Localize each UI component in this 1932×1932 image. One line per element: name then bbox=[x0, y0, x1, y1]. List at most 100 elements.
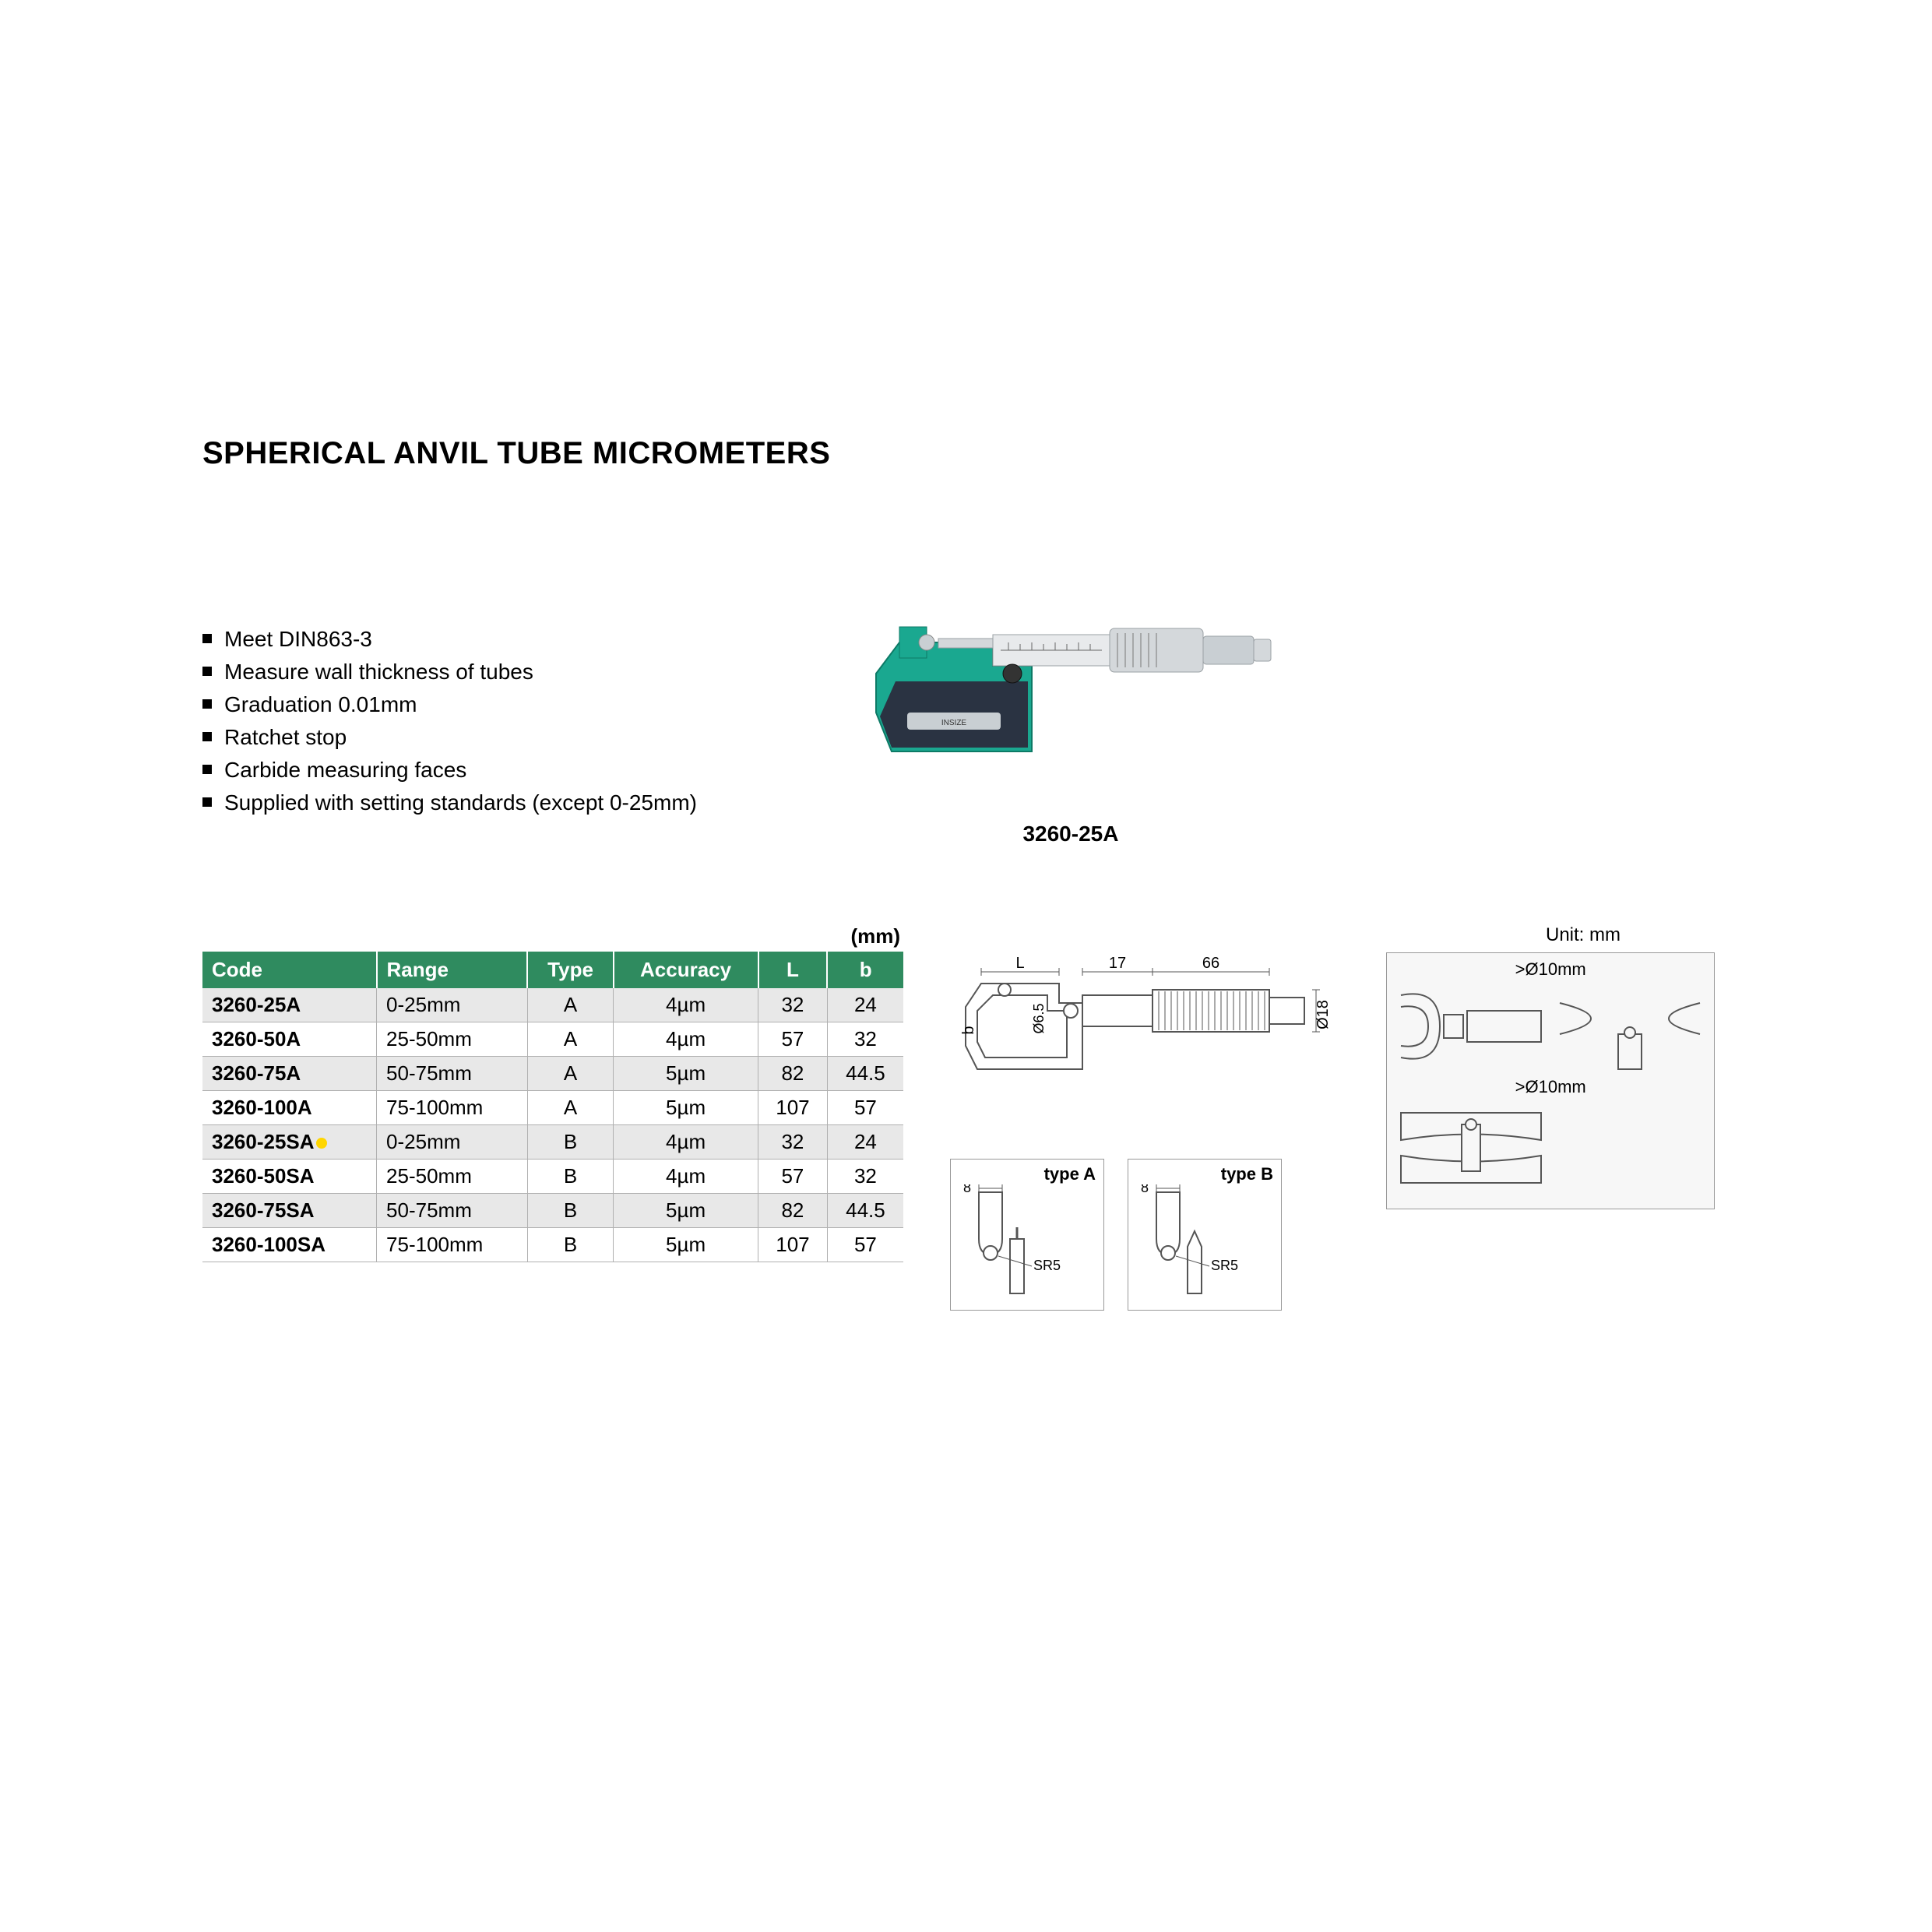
feature-item: Measure wall thickness of tubes bbox=[202, 656, 697, 688]
cell-code: 3260-25A bbox=[202, 988, 377, 1022]
table-row: 3260-25SA0-25mmB4µm3224 bbox=[202, 1125, 903, 1160]
cell-L: 57 bbox=[758, 1160, 828, 1194]
feature-list: Meet DIN863-3Measure wall thickness of t… bbox=[202, 623, 697, 819]
table-row: 3260-50A25-50mmA4µm5732 bbox=[202, 1022, 903, 1057]
cell-b: 24 bbox=[827, 1125, 903, 1160]
table-header-cell: Accuracy bbox=[614, 952, 758, 988]
side-mid-svg bbox=[1552, 980, 1708, 1073]
cell-accuracy: 5µm bbox=[614, 1194, 758, 1228]
cell-accuracy: 4µm bbox=[614, 1160, 758, 1194]
feature-item: Carbide measuring faces bbox=[202, 754, 697, 787]
diagrams: Unit: mm bbox=[950, 924, 1792, 1311]
cell-accuracy: 5µm bbox=[614, 1057, 758, 1091]
cell-b: 44.5 bbox=[827, 1194, 903, 1228]
cell-b: 57 bbox=[827, 1091, 903, 1125]
cell-range: 25-50mm bbox=[377, 1160, 528, 1194]
type-b-title: type B bbox=[1133, 1164, 1273, 1184]
product-block: INSIZE bbox=[853, 596, 1289, 846]
side-top-svg bbox=[1393, 980, 1549, 1073]
table-header-cell: Type bbox=[527, 952, 613, 988]
cell-accuracy: 4µm bbox=[614, 988, 758, 1022]
feature-item: Supplied with setting standards (except … bbox=[202, 787, 697, 819]
type-b-box: type B bbox=[1128, 1159, 1282, 1311]
table-header-cell: Range bbox=[377, 952, 528, 988]
table-row: 3260-75A50-75mmA5µm8244.5 bbox=[202, 1057, 903, 1091]
page: SPHERICAL ANVIL TUBE MICROMETERS Meet DI… bbox=[202, 436, 1792, 1311]
cell-type: B bbox=[527, 1125, 613, 1160]
product-image: INSIZE bbox=[853, 596, 1289, 814]
table-unit: (mm) bbox=[202, 924, 903, 948]
cell-b: 32 bbox=[827, 1160, 903, 1194]
cell-code: 3260-50SA bbox=[202, 1160, 377, 1194]
cell-type: A bbox=[527, 1022, 613, 1057]
cell-range: 75-100mm bbox=[377, 1228, 528, 1262]
bottom-row: (mm) CodeRangeTypeAccuracyLb 3260-25A0-2… bbox=[202, 924, 1792, 1311]
svg-text:INSIZE: INSIZE bbox=[941, 719, 967, 727]
cell-L: 57 bbox=[758, 1022, 828, 1057]
feature-item: Graduation 0.01mm bbox=[202, 688, 697, 721]
cell-range: 50-75mm bbox=[377, 1194, 528, 1228]
typeB-sr: SR5 bbox=[1211, 1258, 1238, 1273]
page-title: SPHERICAL ANVIL TUBE MICROMETERS bbox=[202, 436, 1792, 471]
typeA-sr: SR5 bbox=[1033, 1258, 1061, 1273]
cell-range: 0-25mm bbox=[377, 1125, 528, 1160]
cell-range: 50-75mm bbox=[377, 1057, 528, 1091]
cell-range: 25-50mm bbox=[377, 1022, 528, 1057]
main-diagram: L 17 66 Ø18 Ø6.5 b type A bbox=[950, 952, 1355, 1311]
product-label: 3260-25A bbox=[853, 822, 1289, 846]
cell-type: B bbox=[527, 1194, 613, 1228]
cell-type: B bbox=[527, 1160, 613, 1194]
cell-b: 24 bbox=[827, 988, 903, 1022]
feature-item: Meet DIN863-3 bbox=[202, 623, 697, 656]
type-a-title: type A bbox=[955, 1164, 1096, 1184]
cell-type: A bbox=[527, 988, 613, 1022]
table-header-cell: Code bbox=[202, 952, 377, 988]
cell-L: 82 bbox=[758, 1057, 828, 1091]
cell-code: 3260-75A bbox=[202, 1057, 377, 1091]
cell-code: 3260-50A bbox=[202, 1022, 377, 1057]
typeA-d8: 8 bbox=[963, 1184, 971, 1195]
cell-L: 82 bbox=[758, 1194, 828, 1228]
cell-code: 3260-100A bbox=[202, 1091, 377, 1125]
side-top-label: >Ø10mm bbox=[1393, 959, 1708, 980]
table-header-cell: L bbox=[758, 952, 828, 988]
cell-code: 3260-100SA bbox=[202, 1228, 377, 1262]
cell-accuracy: 4µm bbox=[614, 1022, 758, 1057]
dim-66: 66 bbox=[1202, 955, 1219, 972]
cell-type: A bbox=[527, 1057, 613, 1091]
cell-type: A bbox=[527, 1091, 613, 1125]
dim-b: b bbox=[960, 1026, 977, 1034]
cell-L: 107 bbox=[758, 1091, 828, 1125]
top-row: Meet DIN863-3Measure wall thickness of t… bbox=[202, 596, 1792, 846]
cell-range: 0-25mm bbox=[377, 988, 528, 1022]
spec-table-wrap: (mm) CodeRangeTypeAccuracyLb 3260-25A0-2… bbox=[202, 924, 903, 1262]
table-header-row: CodeRangeTypeAccuracyLb bbox=[202, 952, 903, 988]
table-row: 3260-75SA50-75mmB5µm8244.5 bbox=[202, 1194, 903, 1228]
cell-accuracy: 5µm bbox=[614, 1228, 758, 1262]
cell-L: 32 bbox=[758, 1125, 828, 1160]
feature-item: Ratchet stop bbox=[202, 721, 697, 754]
cell-L: 32 bbox=[758, 988, 828, 1022]
cell-accuracy: 4µm bbox=[614, 1125, 758, 1160]
cell-code: 3260-75SA bbox=[202, 1194, 377, 1228]
cell-L: 107 bbox=[758, 1228, 828, 1262]
table-row: 3260-50SA25-50mmB4µm5732 bbox=[202, 1160, 903, 1194]
table-body: 3260-25A0-25mmA4µm32243260-50A25-50mmA4µ… bbox=[202, 988, 903, 1262]
cell-b: 57 bbox=[827, 1228, 903, 1262]
dim-17: 17 bbox=[1109, 955, 1126, 972]
dim-65: Ø6.5 bbox=[1031, 1003, 1047, 1033]
highlight-marker bbox=[316, 1138, 327, 1149]
type-a-box: type A bbox=[950, 1159, 1104, 1311]
dim-L: L bbox=[1015, 955, 1024, 972]
spec-table: CodeRangeTypeAccuracyLb 3260-25A0-25mmA4… bbox=[202, 952, 903, 1262]
cell-accuracy: 5µm bbox=[614, 1091, 758, 1125]
table-row: 3260-25A0-25mmA4µm3224 bbox=[202, 988, 903, 1022]
side-diagram-box: >Ø10mm bbox=[1386, 952, 1715, 1209]
table-header-cell: b bbox=[827, 952, 903, 988]
side-bottom-svg bbox=[1393, 1097, 1549, 1198]
cell-b: 32 bbox=[827, 1022, 903, 1057]
dim-18: Ø18 bbox=[1314, 1000, 1332, 1029]
side-bottom-label: >Ø10mm bbox=[1393, 1077, 1708, 1097]
table-row: 3260-100A75-100mmA5µm10757 bbox=[202, 1091, 903, 1125]
cell-type: B bbox=[527, 1228, 613, 1262]
